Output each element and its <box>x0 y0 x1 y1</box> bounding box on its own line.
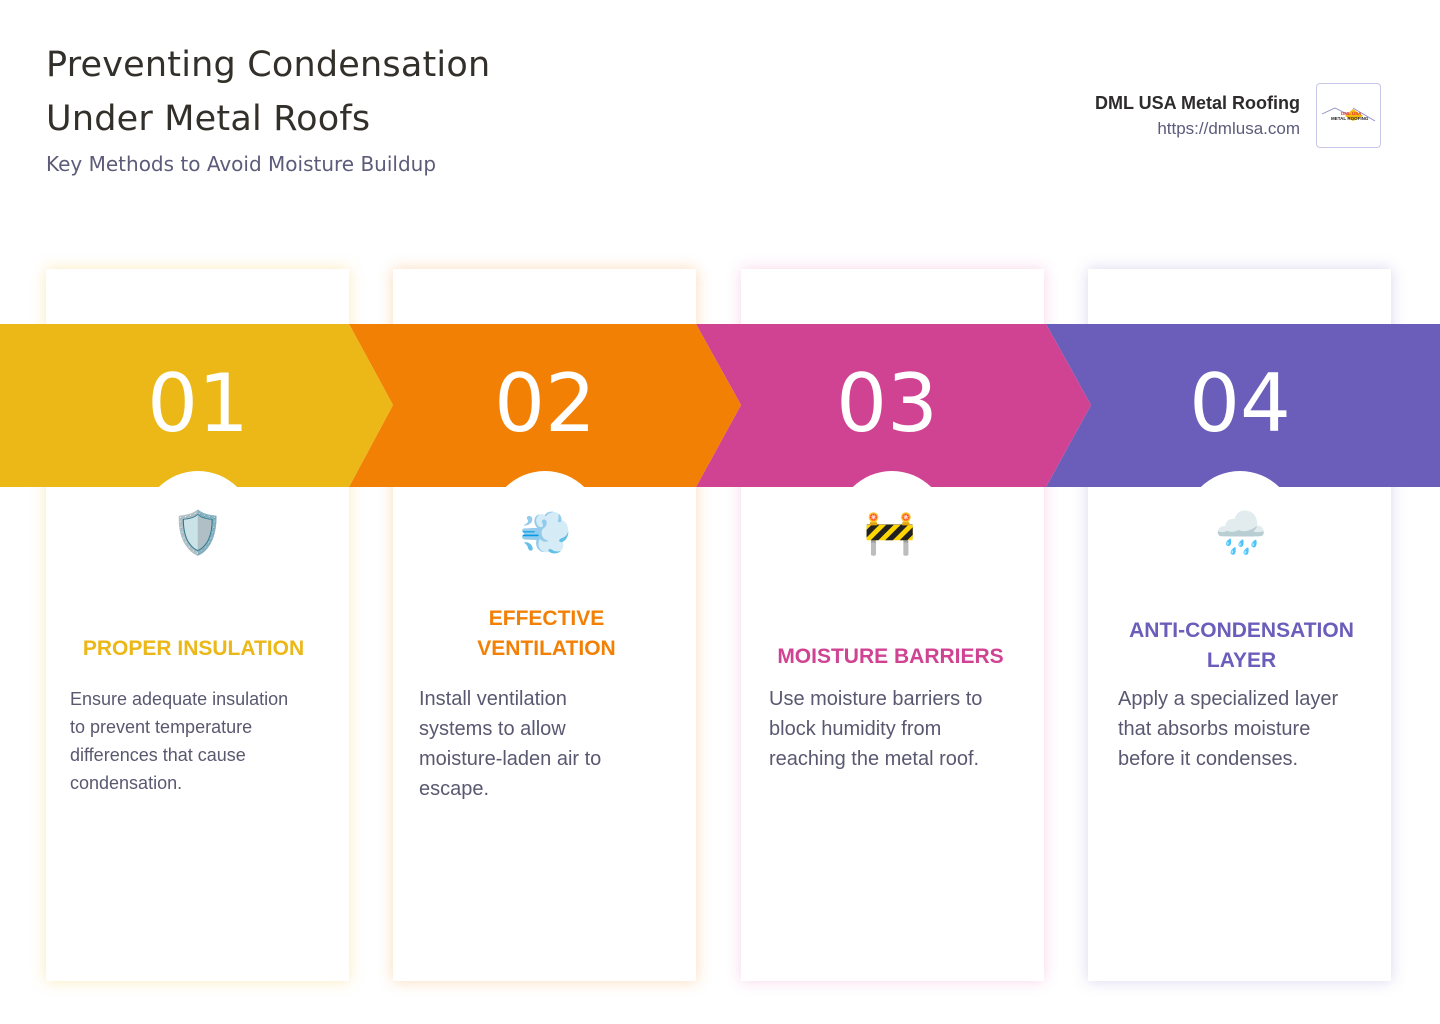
step-description-3: Use moisture barriers to block humidity … <box>769 688 983 770</box>
arrow-segment-4 <box>1046 324 1440 487</box>
brand-name: DML USA Metal Roofing <box>1095 93 1300 113</box>
arrow-segment-3 <box>696 324 1091 487</box>
card-body-4 <box>1088 487 1391 587</box>
brand-url[interactable]: https://dmlusa.com <box>1157 119 1300 138</box>
step-number-3: 03 <box>836 357 938 450</box>
title-line-1: Preventing Condensation <box>46 45 491 85</box>
svg-text:DML USA: DML USA <box>1341 111 1362 116</box>
title-line-2: Under Metal Roofs <box>46 99 371 139</box>
step-number-1: 01 <box>147 357 249 450</box>
arrow-segment-1 <box>0 324 393 487</box>
step-heading-2: EFFECTIVE VENTILATION <box>477 607 616 660</box>
arrow-segment-2 <box>349 324 741 487</box>
shield-icon: 🛡️ <box>171 509 225 556</box>
brand-block: DML USA Metal Roofing https://dmlusa.com <box>1095 90 1300 142</box>
construction-barrier-icon: 🚧 <box>863 509 917 556</box>
card-body-3 <box>741 487 1044 587</box>
step-heading-3: MOISTURE BARRIERS <box>777 645 1004 668</box>
step-number-2: 02 <box>494 357 596 450</box>
card-body-2 <box>393 487 696 587</box>
page-subtitle: Key Methods to Avoid Moisture Buildup <box>46 152 437 176</box>
step-heading-1: PROPER INSULATION <box>82 637 305 660</box>
svg-text:METAL ROOFING: METAL ROOFING <box>1331 116 1369 121</box>
brand-logo: DML USA METAL ROOFING <box>1316 83 1381 148</box>
step-description-2: Install ventilation systems to allow moi… <box>419 688 602 800</box>
page-title: Preventing Condensation Under Metal Roof… <box>46 38 606 146</box>
dashing-wind-icon: 💨 <box>519 509 573 556</box>
roof-logo-icon: DML USA METAL ROOFING <box>1321 107 1376 122</box>
step-heading-4: ANTI-CONDENSATION LAYER <box>1129 619 1354 672</box>
step-description-1: Ensure adequate insulation to prevent te… <box>70 689 289 793</box>
step-number-4: 04 <box>1189 357 1291 450</box>
step-description-4: Apply a specialized layer that absorbs m… <box>1118 688 1339 770</box>
step-arrow-band <box>0 324 1440 487</box>
cloud-rain-icon: 🌧️ <box>1214 509 1268 556</box>
card-body-1 <box>46 487 349 587</box>
